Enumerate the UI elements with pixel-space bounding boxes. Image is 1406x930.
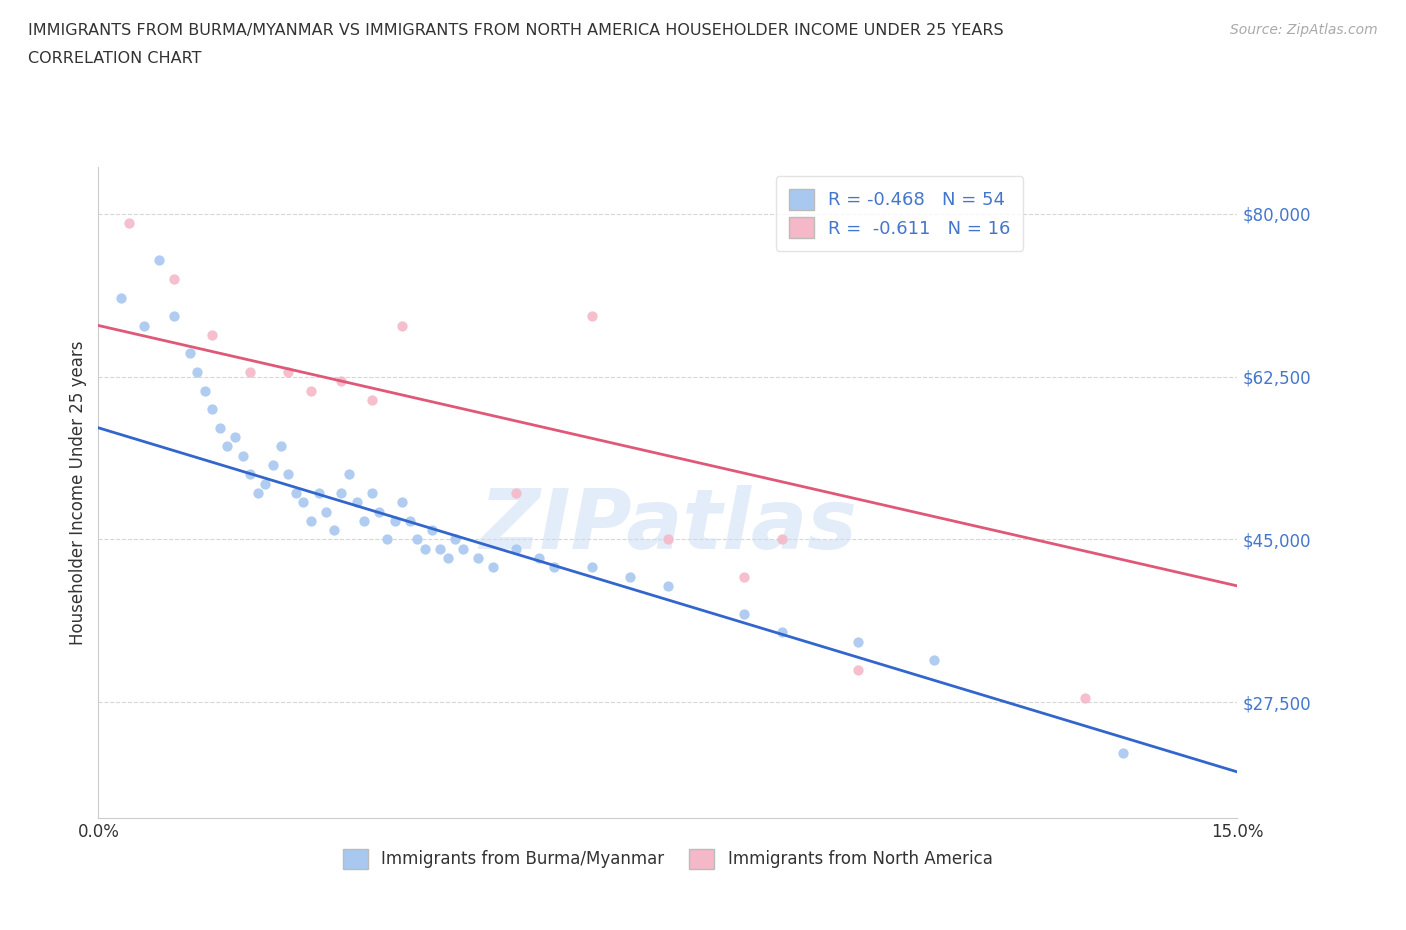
Point	[322, 523, 344, 538]
Point	[179, 346, 201, 361]
Point	[308, 485, 330, 500]
Point	[770, 625, 793, 640]
Point	[360, 485, 382, 500]
Point	[482, 560, 505, 575]
Point	[368, 504, 391, 519]
Point	[163, 309, 186, 324]
Text: ZIPatlas: ZIPatlas	[479, 485, 856, 566]
Point	[292, 495, 315, 510]
Point	[315, 504, 337, 519]
Point	[733, 606, 755, 621]
Point	[360, 392, 382, 407]
Point	[733, 569, 755, 584]
Point	[299, 383, 322, 398]
Point	[217, 439, 239, 454]
Point	[406, 532, 429, 547]
Point	[132, 318, 155, 333]
Point	[444, 532, 467, 547]
Text: IMMIGRANTS FROM BURMA/MYANMAR VS IMMIGRANTS FROM NORTH AMERICA HOUSEHOLDER INCOM: IMMIGRANTS FROM BURMA/MYANMAR VS IMMIGRA…	[28, 23, 1004, 38]
Point	[527, 551, 550, 565]
Point	[330, 374, 353, 389]
Point	[543, 560, 565, 575]
Point	[299, 513, 322, 528]
Point	[239, 467, 262, 482]
Legend: Immigrants from Burma/Myanmar, Immigrants from North America: Immigrants from Burma/Myanmar, Immigrant…	[336, 843, 1000, 875]
Point	[148, 253, 170, 268]
Point	[467, 551, 489, 565]
Point	[330, 485, 353, 500]
Point	[391, 495, 413, 510]
Point	[846, 662, 869, 677]
Point	[186, 365, 208, 379]
Point	[110, 290, 132, 305]
Point	[337, 467, 360, 482]
Point	[619, 569, 641, 584]
Point	[346, 495, 368, 510]
Y-axis label: Householder Income Under 25 years: Householder Income Under 25 years	[69, 340, 87, 645]
Point	[201, 402, 224, 417]
Point	[505, 485, 527, 500]
Point	[270, 439, 292, 454]
Text: CORRELATION CHART: CORRELATION CHART	[28, 51, 201, 66]
Point	[277, 467, 299, 482]
Point	[375, 532, 398, 547]
Point	[581, 309, 603, 324]
Point	[657, 532, 679, 547]
Point	[246, 485, 269, 500]
Point	[770, 532, 793, 547]
Point	[163, 272, 186, 286]
Point	[208, 420, 231, 435]
Point	[284, 485, 307, 500]
Point	[581, 560, 603, 575]
Point	[1112, 746, 1135, 761]
Text: Source: ZipAtlas.com: Source: ZipAtlas.com	[1230, 23, 1378, 37]
Point	[846, 634, 869, 649]
Point	[922, 653, 945, 668]
Point	[262, 458, 284, 472]
Point	[254, 476, 277, 491]
Point	[657, 578, 679, 593]
Point	[277, 365, 299, 379]
Point	[413, 541, 436, 556]
Point	[239, 365, 262, 379]
Point	[505, 541, 527, 556]
Point	[451, 541, 474, 556]
Point	[422, 523, 444, 538]
Point	[398, 513, 420, 528]
Point	[224, 430, 246, 445]
Point	[118, 216, 141, 231]
Point	[384, 513, 406, 528]
Point	[194, 383, 217, 398]
Point	[391, 318, 413, 333]
Point	[436, 551, 458, 565]
Point	[429, 541, 451, 556]
Point	[232, 448, 254, 463]
Point	[1074, 690, 1097, 705]
Point	[201, 327, 224, 342]
Point	[353, 513, 375, 528]
